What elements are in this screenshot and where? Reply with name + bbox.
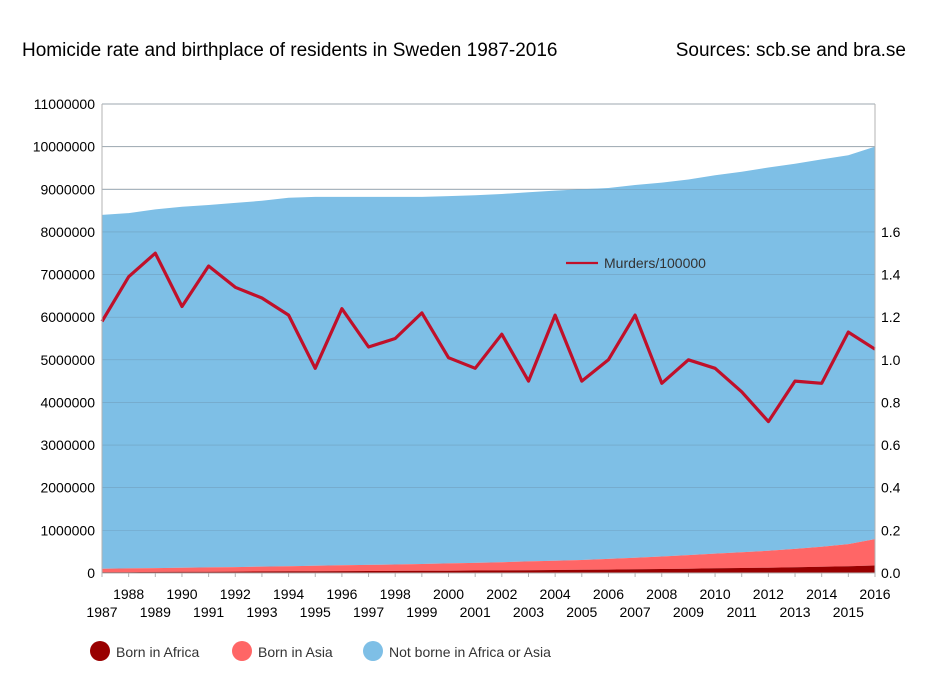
inline-legend: Murders/100000 <box>566 255 706 271</box>
left-tick-label: 9000000 <box>40 181 95 197</box>
left-tick-label: 6000000 <box>40 309 95 325</box>
right-tick-label: 1.4 <box>881 267 901 283</box>
x-tick-label-bottom: 2009 <box>673 604 704 620</box>
right-tick-label: 0.0 <box>881 565 901 581</box>
x-tick-label-top: 2004 <box>540 586 571 602</box>
area-born-in-asia <box>102 539 875 573</box>
x-tick-label-top: 2016 <box>859 586 890 602</box>
left-tick-label: 1000000 <box>40 522 95 538</box>
right-tick-label: 1.6 <box>881 224 901 240</box>
legend-swatch-not-borne-in-africa-or-asia <box>363 641 383 661</box>
x-tick-label-top: 2000 <box>433 586 464 602</box>
x-tick-label-bottom: 2007 <box>620 604 651 620</box>
area-born-in-africa <box>102 565 875 573</box>
axes <box>101 104 876 574</box>
area-not-borne-in-africa-or-asia <box>102 146 875 569</box>
x-tick-label-bottom: 1989 <box>140 604 171 620</box>
left-tick-label: 3000000 <box>40 437 95 453</box>
left-tick-label: 5000000 <box>40 352 95 368</box>
legend-swatch-born-in-africa <box>90 641 110 661</box>
left-tick-label: 0 <box>87 565 95 581</box>
x-tick-label-bottom: 2003 <box>513 604 544 620</box>
x-tick-label-bottom: 1999 <box>406 604 437 620</box>
legend-label-not-borne-in-africa-or-asia: Not borne in Africa or Asia <box>389 644 551 660</box>
chart-title: Homicide rate and birthplace of resident… <box>22 40 558 61</box>
x-tick-label-bottom: 1995 <box>300 604 331 620</box>
x-tick-label-top: 1996 <box>326 586 357 602</box>
x-tick-label-bottom: 2001 <box>460 604 491 620</box>
x-tick-label-bottom: 2013 <box>779 604 810 620</box>
murders-series-line <box>100 251 876 424</box>
legend-swatch-born-in-asia <box>232 641 252 661</box>
murders-legend-label: Murders/100000 <box>604 255 706 271</box>
x-tick-label-top: 2006 <box>593 586 624 602</box>
x-tick-label-bottom: 1987 <box>86 604 117 620</box>
right-tick-label: 1.2 <box>881 309 901 325</box>
x-tick-label-top: 2014 <box>806 586 837 602</box>
left-tick-label: 8000000 <box>40 224 95 240</box>
x-tick-label-bottom: 1991 <box>193 604 224 620</box>
x-tick-label-top: 2002 <box>486 586 517 602</box>
x-tick-label-bottom: 2011 <box>727 604 757 620</box>
legend-label-born-in-africa: Born in Africa <box>116 644 199 660</box>
x-tick-label-bottom: 2015 <box>833 604 864 620</box>
x-tick-label-bottom: 2005 <box>566 604 597 620</box>
left-tick-label: 4000000 <box>40 394 95 410</box>
right-tick-label: 0.8 <box>881 394 901 410</box>
x-tick-label-top: 1990 <box>166 586 197 602</box>
sources-note: Sources: scb.se and bra.se <box>675 40 906 61</box>
stacked-areas <box>102 103 875 573</box>
right-axis-ticks: 0.0 0.2 0.4 0.6 0.8 1.0 1.2 1.4 1.6 <box>881 224 901 581</box>
left-tick-label: 7000000 <box>40 267 95 283</box>
x-tick-label-top: 2010 <box>699 586 730 602</box>
x-tick-label-top: 2012 <box>753 586 784 602</box>
legend: Born in Africa Born in Asia Not borne in A… <box>90 641 551 661</box>
right-tick-label: 0.6 <box>881 437 901 453</box>
left-tick-label: 10000000 <box>33 139 96 155</box>
x-tick-label-top: 1988 <box>113 586 144 602</box>
x-tick-label-top: 1998 <box>380 586 411 602</box>
legend-label-born-in-asia: Born in Asia <box>258 644 333 660</box>
left-tick-label: 11000000 <box>34 96 95 112</box>
x-tick-label-top: 2008 <box>646 586 677 602</box>
x-tick-label-bottom: 1997 <box>353 604 384 620</box>
x-tick-label-bottom: 1993 <box>246 604 277 620</box>
right-tick-label: 0.2 <box>881 522 901 538</box>
x-tick-label-top: 1994 <box>273 586 304 602</box>
left-tick-label: 2000000 <box>40 480 95 496</box>
left-axis-ticks: 0 1000000 2000000 3000000 4000000 5000000 6000… <box>33 96 96 581</box>
x-tick-label-top: 1992 <box>220 586 251 602</box>
right-tick-label: 1.0 <box>881 352 901 368</box>
right-tick-label: 0.4 <box>881 480 901 496</box>
murders-line <box>100 251 876 424</box>
x-axis-ticks: 1987 1989 1991 1993 1995 1997 1999 2001 2003 2005… <box>86 573 891 620</box>
